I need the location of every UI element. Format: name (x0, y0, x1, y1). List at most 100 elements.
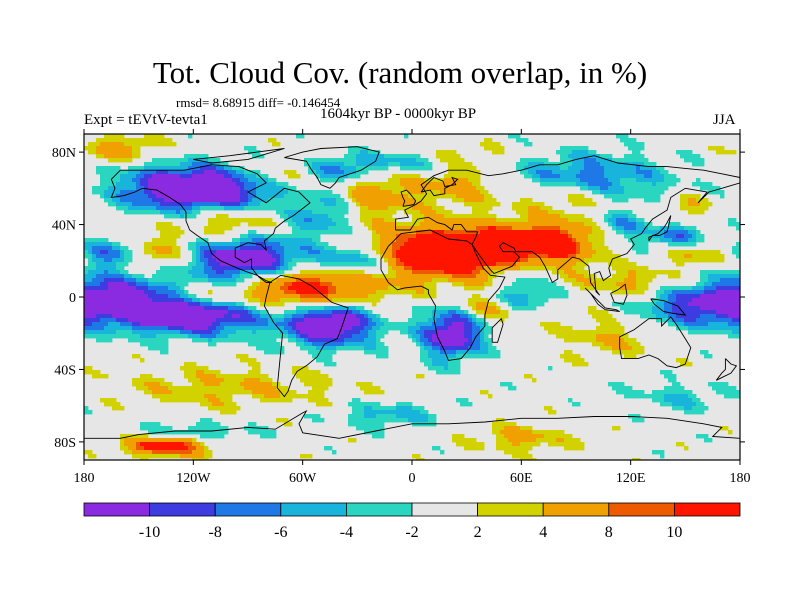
field-cell (640, 162, 645, 167)
field-cell (148, 182, 153, 187)
field-cell (120, 294, 125, 299)
field-cell (580, 278, 585, 283)
field-cell (584, 146, 589, 151)
field-cell (484, 226, 489, 231)
field-cell (576, 226, 581, 231)
field-cell (664, 294, 669, 299)
field-cell (100, 138, 105, 143)
field-cell (312, 194, 317, 199)
field-cell (112, 278, 117, 283)
field-cell (100, 186, 105, 191)
field-cell (316, 286, 321, 291)
field-cell (104, 146, 109, 151)
field-cell (444, 310, 449, 315)
field-cell (696, 302, 701, 307)
field-cell (584, 178, 589, 183)
field-cell (108, 266, 113, 271)
field-cell (644, 230, 649, 235)
field-cell (332, 270, 337, 275)
field-cell (224, 302, 229, 307)
field-cell (156, 238, 161, 243)
field-cell (644, 186, 649, 191)
field-cell (284, 290, 289, 295)
field-cell (180, 170, 185, 175)
field-cell (600, 286, 605, 291)
field-cell (700, 206, 705, 211)
field-cell (320, 310, 325, 315)
field-cell (716, 270, 721, 275)
field-cell (108, 258, 113, 263)
field-cell (572, 246, 577, 251)
field-cell (536, 278, 541, 283)
field-cell (644, 286, 649, 291)
field-cell (168, 190, 173, 195)
field-cell (96, 142, 101, 147)
field-cell (524, 238, 529, 243)
field-cell (220, 254, 225, 259)
field-cell (180, 266, 185, 271)
field-cell (504, 286, 509, 291)
field-cell (328, 322, 333, 327)
field-cell (228, 282, 233, 287)
field-cell (692, 234, 697, 239)
field-cell (480, 198, 485, 203)
field-cell (228, 198, 233, 203)
field-cell (304, 242, 309, 247)
field-cell (256, 286, 261, 291)
field-cell (312, 250, 317, 255)
field-cell (364, 318, 369, 323)
field-cell (240, 178, 245, 183)
field-cell (128, 310, 133, 315)
field-cell (252, 222, 257, 227)
field-cell (544, 210, 549, 215)
field-cell (436, 306, 441, 311)
field-cell (640, 142, 645, 147)
field-cell (400, 270, 405, 275)
field-cell (152, 254, 157, 259)
field-cell (384, 250, 389, 255)
field-cell (432, 242, 437, 247)
field-cell (360, 166, 365, 171)
field-cell (260, 174, 265, 179)
field-cell (460, 246, 465, 251)
field-cell (620, 222, 625, 227)
field-cell (116, 262, 121, 267)
field-cell (364, 310, 369, 315)
field-cell (636, 190, 641, 195)
field-cell (140, 182, 145, 187)
field-cell (220, 282, 225, 287)
field-cell (440, 274, 445, 279)
field-cell (228, 242, 233, 247)
field-cell (208, 158, 213, 163)
field-cell (304, 194, 309, 199)
field-cell (656, 170, 661, 175)
field-cell (656, 186, 661, 191)
field-cell (380, 194, 385, 199)
field-cell (464, 270, 469, 275)
field-cell (656, 270, 661, 275)
field-cell (664, 290, 669, 295)
field-cell (484, 218, 489, 223)
field-cell (428, 234, 433, 239)
field-cell (196, 254, 201, 259)
field-cell (336, 282, 341, 287)
field-cell (204, 318, 209, 323)
field-cell (520, 290, 525, 295)
field-cell (692, 314, 697, 319)
field-cell (408, 222, 413, 227)
field-cell (668, 230, 673, 235)
field-cell (140, 202, 145, 207)
field-cell (332, 222, 337, 227)
field-cell (116, 246, 121, 251)
field-cell (252, 258, 257, 263)
field-cell (216, 174, 221, 179)
field-cell (176, 234, 181, 239)
field-cell (360, 182, 365, 187)
field-cell (308, 222, 313, 227)
field-cell (424, 310, 429, 315)
field-cell (204, 166, 209, 171)
field-cell (660, 190, 665, 195)
field-cell (272, 282, 277, 287)
field-cell (188, 322, 193, 327)
field-cell (152, 290, 157, 295)
